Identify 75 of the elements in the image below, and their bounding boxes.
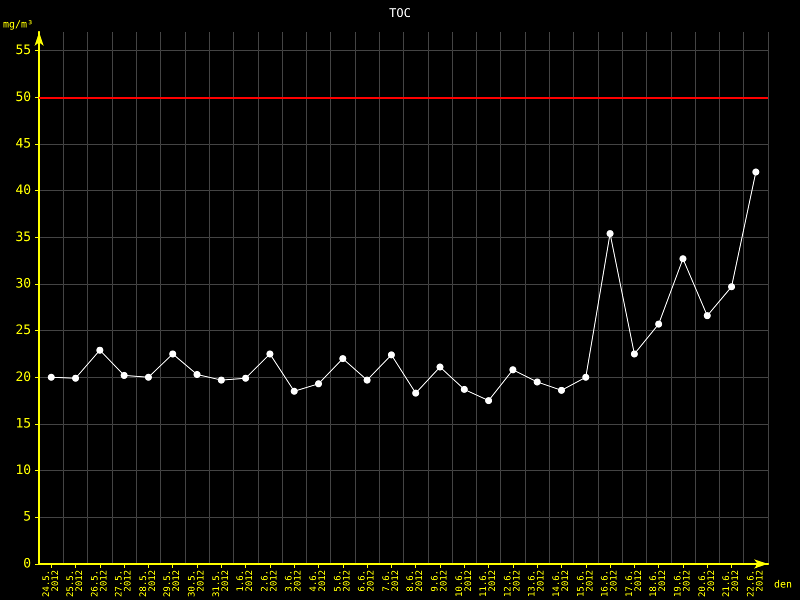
x-tick-label: 24.5. 2012 — [42, 570, 61, 597]
x-tick-label: 13.6. 2012 — [528, 570, 547, 597]
y-tick-label: 35 — [15, 230, 32, 245]
point — [752, 168, 760, 176]
x-tick-label: 16.6. 2012 — [600, 570, 620, 597]
point — [534, 378, 541, 386]
y-tick-label: 55 — [15, 43, 32, 58]
chart-title: TOC — [389, 6, 411, 20]
point — [96, 346, 104, 354]
x-tick-label: 15.6. 2012 — [576, 570, 596, 597]
point — [218, 376, 225, 384]
x-tick-label: 26.5. 2012 — [90, 570, 110, 597]
point — [48, 374, 55, 381]
x-tick-label: 4.6. 2012 — [309, 570, 328, 592]
x-tick-label: 28.5. 2012 — [138, 570, 158, 597]
x-tick-label: 21.6. 2012 — [722, 570, 742, 597]
point — [290, 388, 298, 395]
point — [169, 350, 176, 358]
x-tick-label: 17.6. 2012 — [624, 570, 644, 597]
y-tick-label: 50 — [15, 90, 32, 105]
x-tick-label: 14.6. 2012 — [552, 570, 571, 597]
x-tick-label: 3.6. 2012 — [284, 570, 304, 592]
point — [72, 374, 80, 382]
y-tick-label: 25 — [15, 323, 32, 338]
point — [485, 397, 492, 404]
point — [194, 370, 201, 378]
x-tick-label: 29.5. 2012 — [163, 570, 182, 597]
x-tick-label: 6.6. 2012 — [358, 570, 377, 592]
x-tick-label: 27.5. 2012 — [114, 570, 134, 597]
point — [120, 372, 128, 379]
x-tick-label: 12.6. 2012 — [503, 570, 522, 597]
point — [558, 386, 565, 394]
x-tick-label: 8.6. 2012 — [406, 570, 426, 592]
point — [460, 386, 468, 393]
point — [436, 364, 444, 371]
y-axis-title: mg/m³ — [2, 20, 34, 30]
point — [704, 312, 711, 320]
point — [412, 390, 420, 397]
x-tick-label: 1.6. 2012 — [236, 570, 256, 592]
x-axis-title: den — [774, 579, 792, 590]
point — [655, 320, 662, 328]
point — [266, 350, 274, 358]
y-tick-label: 15 — [15, 416, 32, 432]
point — [606, 230, 614, 238]
y-tick-label: 5 — [23, 510, 32, 525]
x-tick-label: 9.6. 2012 — [430, 570, 450, 592]
x-tick-label: 19.6. 2012 — [673, 570, 692, 597]
x-tick-label: 2.6. 2012 — [260, 570, 280, 592]
point — [630, 350, 638, 358]
y-tick-label: 30 — [15, 276, 32, 292]
x-tick-label: 25.5. 2012 — [66, 570, 86, 597]
x-tick-label: 10.6. 2012 — [454, 570, 474, 597]
x-tick-label: 20.6. 2012 — [698, 570, 717, 597]
point — [144, 374, 152, 381]
point — [364, 376, 371, 384]
point — [339, 355, 346, 362]
y-tick-label: 0 — [23, 556, 32, 572]
y-tick-label: 20 — [15, 370, 32, 385]
x-tick-label: 22.6. 2012 — [746, 570, 766, 597]
x-tick-label: 5.6. 2012 — [333, 570, 352, 592]
x-tick-label: 30.5. 2012 — [188, 570, 207, 597]
point — [388, 351, 395, 358]
x-tick-label: 7.6. 2012 — [382, 570, 401, 592]
point — [582, 374, 590, 381]
x-tick-label: 18.6. 2012 — [649, 570, 668, 597]
point — [728, 283, 736, 290]
y-tick-label: 10 — [15, 463, 32, 478]
point — [242, 374, 250, 382]
x-tick-label: 31.5. 2012 — [212, 570, 231, 597]
y-tick-label: 45 — [15, 136, 32, 152]
point — [509, 366, 516, 374]
point — [679, 255, 686, 262]
point — [315, 380, 322, 388]
x-tick-label: 11.6. 2012 — [479, 570, 498, 597]
y-tick-label: 40 — [15, 183, 32, 198]
